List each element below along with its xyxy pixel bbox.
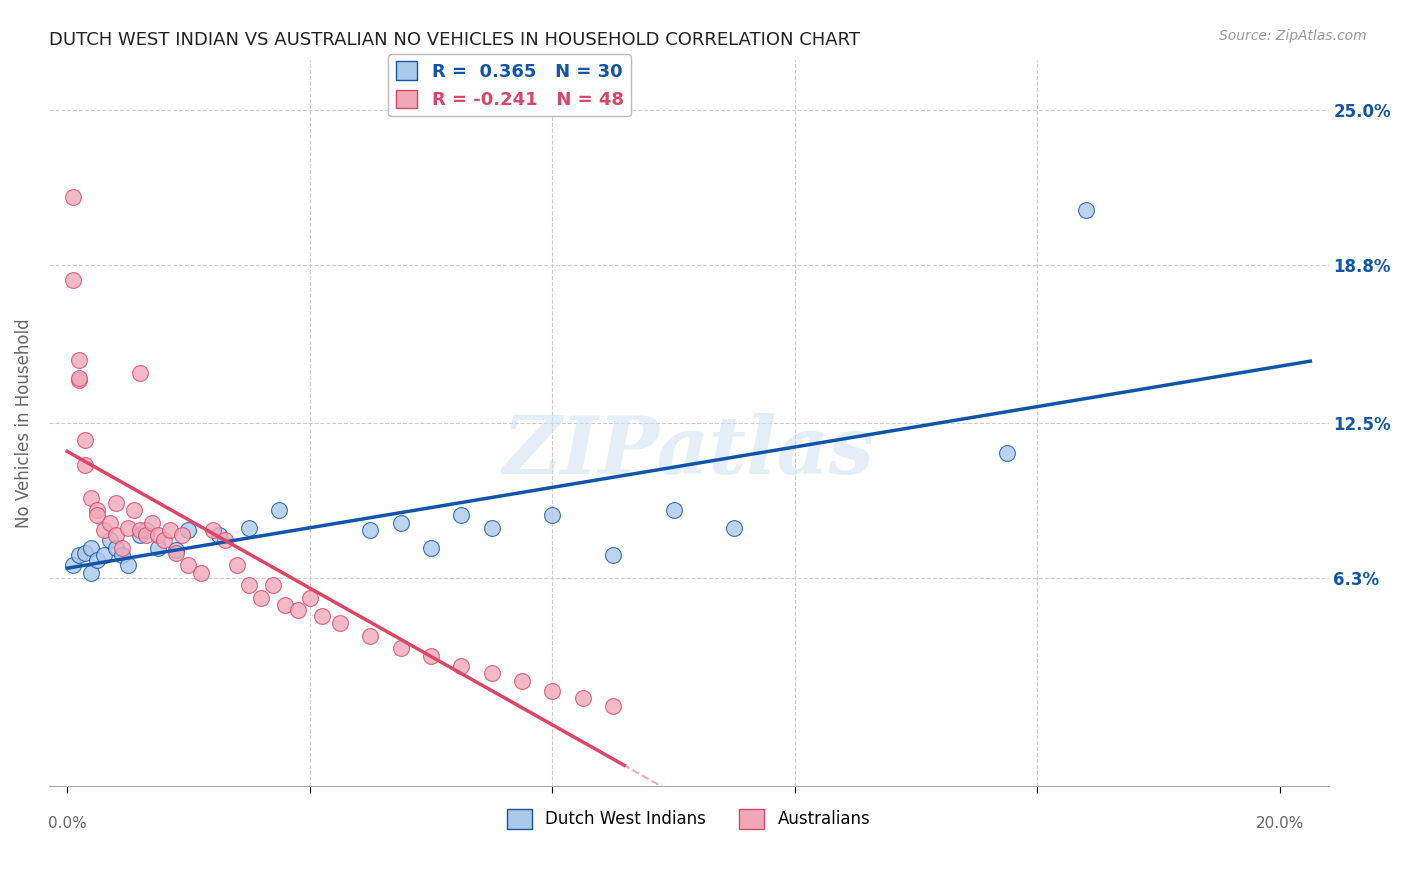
Point bbox=[172, 528, 194, 542]
Point bbox=[104, 541, 127, 555]
Point bbox=[159, 524, 181, 538]
Point bbox=[146, 541, 169, 555]
Point bbox=[450, 658, 472, 673]
Point bbox=[190, 566, 212, 580]
Point bbox=[238, 521, 260, 535]
Point bbox=[541, 508, 564, 523]
Point bbox=[214, 533, 236, 548]
Point bbox=[86, 553, 108, 567]
Point bbox=[481, 666, 503, 681]
Text: ZIPatlas: ZIPatlas bbox=[503, 413, 875, 491]
Point bbox=[98, 516, 121, 530]
Point bbox=[93, 524, 115, 538]
Point bbox=[75, 434, 97, 448]
Point bbox=[602, 549, 624, 563]
Point bbox=[104, 528, 127, 542]
Point bbox=[129, 528, 152, 542]
Point bbox=[238, 578, 260, 592]
Point bbox=[269, 503, 291, 517]
Point bbox=[311, 608, 333, 623]
Point bbox=[86, 503, 108, 517]
Point bbox=[129, 366, 152, 380]
Y-axis label: No Vehicles in Household: No Vehicles in Household bbox=[15, 318, 32, 527]
Point bbox=[67, 373, 90, 387]
Point bbox=[571, 691, 593, 706]
Point bbox=[62, 273, 84, 287]
Point bbox=[177, 524, 200, 538]
Point bbox=[135, 524, 157, 538]
Point bbox=[75, 546, 97, 560]
Point bbox=[329, 615, 352, 630]
Point bbox=[602, 698, 624, 713]
Point bbox=[510, 673, 533, 688]
Point bbox=[287, 603, 309, 617]
Point bbox=[450, 508, 472, 523]
Point bbox=[262, 578, 284, 592]
Point bbox=[67, 353, 90, 368]
Point bbox=[153, 533, 176, 548]
Point bbox=[104, 496, 127, 510]
Point bbox=[62, 558, 84, 573]
Point bbox=[389, 516, 412, 530]
Point bbox=[93, 549, 115, 563]
Point bbox=[141, 516, 163, 530]
Point bbox=[201, 524, 224, 538]
Point bbox=[111, 541, 134, 555]
Point bbox=[359, 628, 381, 642]
Point bbox=[146, 528, 169, 542]
Point bbox=[208, 528, 231, 542]
Point bbox=[80, 491, 103, 505]
Point bbox=[165, 543, 187, 558]
Point bbox=[122, 503, 145, 517]
Text: 20.0%: 20.0% bbox=[1256, 816, 1305, 830]
Point bbox=[62, 190, 84, 204]
Point bbox=[117, 558, 139, 573]
Point bbox=[177, 558, 200, 573]
Point bbox=[165, 546, 187, 560]
Point bbox=[723, 521, 745, 535]
Point bbox=[75, 458, 97, 473]
Point bbox=[662, 503, 685, 517]
Point bbox=[67, 370, 90, 384]
Point bbox=[80, 541, 103, 555]
Text: Source: ZipAtlas.com: Source: ZipAtlas.com bbox=[1219, 29, 1367, 43]
Point bbox=[226, 558, 249, 573]
Point bbox=[67, 549, 90, 563]
Point bbox=[481, 521, 503, 535]
Point bbox=[389, 641, 412, 656]
Text: 0.0%: 0.0% bbox=[48, 816, 87, 830]
Point bbox=[135, 528, 157, 542]
Point bbox=[86, 508, 108, 523]
Point bbox=[420, 648, 443, 663]
Point bbox=[111, 549, 134, 563]
Point bbox=[80, 566, 103, 580]
Legend: Dutch West Indians, Australians: Dutch West Indians, Australians bbox=[501, 802, 877, 836]
Point bbox=[420, 541, 443, 555]
Point bbox=[1074, 202, 1097, 217]
Point bbox=[995, 446, 1018, 460]
Point bbox=[274, 599, 297, 613]
Point bbox=[98, 533, 121, 548]
Point bbox=[359, 524, 381, 538]
Point bbox=[129, 524, 152, 538]
Point bbox=[250, 591, 273, 605]
Point bbox=[117, 521, 139, 535]
Text: DUTCH WEST INDIAN VS AUSTRALIAN NO VEHICLES IN HOUSEHOLD CORRELATION CHART: DUTCH WEST INDIAN VS AUSTRALIAN NO VEHIC… bbox=[49, 31, 860, 49]
Point bbox=[541, 683, 564, 698]
Point bbox=[298, 591, 321, 605]
